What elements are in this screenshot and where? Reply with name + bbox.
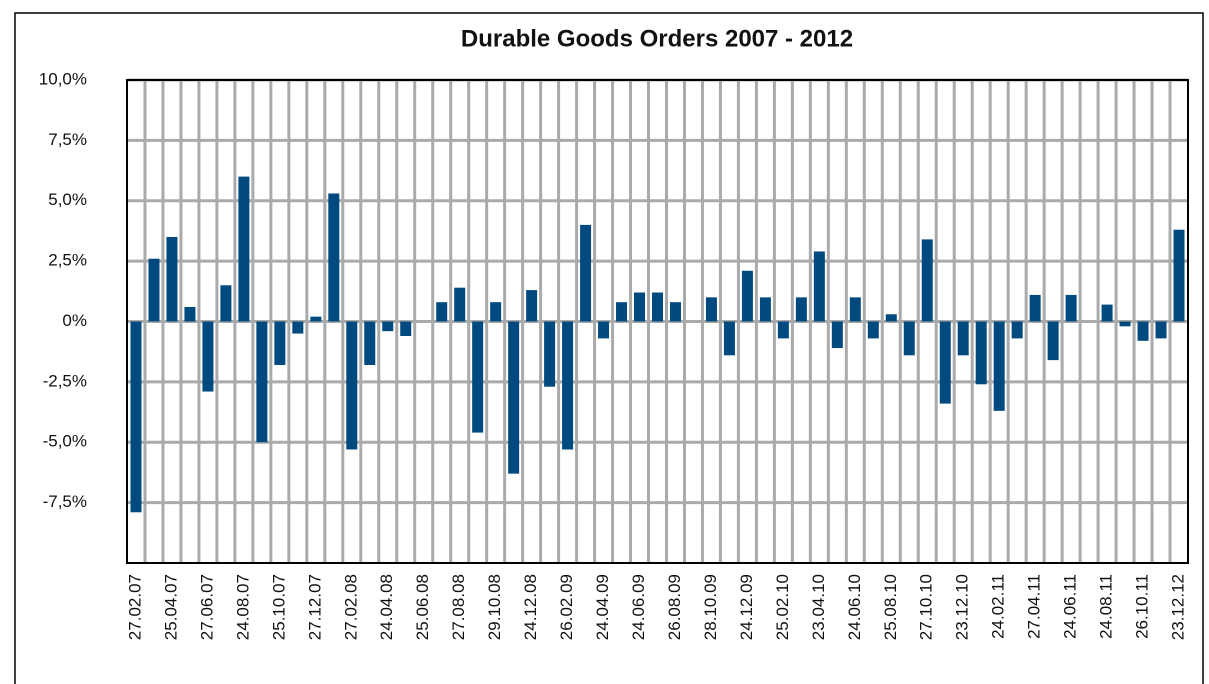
y-tick-label: 2,5% — [48, 251, 87, 270]
x-tick-label: 24.02.11 — [989, 574, 1008, 639]
bar — [472, 321, 484, 433]
x-tick-label: 27.02.08 — [341, 574, 360, 640]
bar — [346, 321, 358, 450]
y-tick-label: -5,0% — [43, 432, 87, 451]
bar — [616, 302, 628, 322]
bar — [1011, 321, 1023, 339]
x-tick-label: 24.12.08 — [521, 574, 540, 640]
x-tick-label: 24.04.09 — [593, 574, 612, 640]
bar — [1173, 229, 1185, 322]
x-tick-label: 25.08.10 — [881, 574, 900, 640]
x-tick-label: 27.10.10 — [917, 574, 936, 640]
x-tick-label: 24.06.09 — [629, 574, 648, 640]
bar — [957, 321, 969, 356]
bar — [292, 321, 304, 334]
bar — [867, 321, 879, 339]
x-tick-label: 29.10.08 — [485, 574, 504, 640]
bar — [508, 321, 520, 474]
bar — [1101, 304, 1113, 322]
bar — [1047, 321, 1059, 361]
bar — [580, 224, 592, 322]
bar — [310, 316, 322, 322]
bar — [598, 321, 610, 339]
x-tick-label: 25.02.10 — [773, 574, 792, 640]
x-tick-label: 23.12.10 — [953, 574, 972, 640]
bar — [705, 297, 717, 322]
x-tick-label: 27.02.07 — [125, 574, 144, 640]
bar — [562, 321, 574, 450]
bar — [148, 258, 160, 322]
bar — [1137, 321, 1149, 341]
bar — [634, 292, 646, 322]
x-tick-label: 23.04.10 — [809, 574, 828, 640]
x-tick-label: 24.06.11 — [1061, 574, 1080, 639]
bar — [526, 290, 538, 322]
bar — [993, 321, 1005, 411]
bar — [813, 251, 825, 322]
bar — [723, 321, 735, 356]
bar — [1029, 294, 1041, 322]
x-tick-label: 24.08.11 — [1097, 574, 1116, 639]
y-tick-label: 7,5% — [48, 130, 87, 149]
plot-border — [126, 79, 1189, 564]
bar — [669, 302, 681, 322]
bar — [849, 297, 861, 322]
x-tick-label: 27.04.11 — [1025, 574, 1044, 639]
bar — [831, 321, 843, 349]
frame — [14, 12, 1204, 684]
x-tick-label: 24.06.10 — [845, 574, 864, 640]
x-tick-label: 25.10.07 — [269, 574, 288, 640]
bar — [652, 292, 663, 322]
bar — [759, 297, 771, 322]
bar — [328, 193, 340, 322]
x-tick-label: 26.10.11 — [1133, 574, 1152, 639]
bar — [921, 239, 933, 322]
bar — [1155, 321, 1167, 339]
x-tick-label: 25.06.08 — [413, 574, 432, 640]
bar — [220, 285, 232, 322]
bar — [166, 236, 178, 322]
y-tick-label: -2,5% — [43, 371, 87, 390]
bar — [382, 321, 394, 332]
bar — [903, 321, 915, 356]
x-tick-label: 24.12.09 — [737, 574, 756, 640]
bar — [400, 321, 412, 336]
chart-title: Durable Goods Orders 2007 - 2012 — [461, 25, 853, 52]
bar — [741, 270, 753, 322]
x-tick-label: 27.08.08 — [449, 574, 468, 640]
bar — [202, 321, 214, 392]
bar — [490, 302, 502, 322]
bar — [130, 321, 142, 513]
y-tick-label: 10,0% — [39, 69, 87, 88]
bar — [939, 321, 951, 404]
x-tick-label: 24.08.07 — [233, 574, 252, 640]
bar — [544, 321, 556, 387]
x-tick-label: 27.12.07 — [305, 574, 324, 640]
bar — [184, 307, 196, 322]
y-tick-label: 0% — [62, 311, 87, 330]
bar — [274, 321, 286, 365]
x-tick-label: 25.04.07 — [161, 574, 180, 640]
x-tick-label: 24.04.08 — [377, 574, 396, 640]
bar — [454, 287, 466, 322]
y-tick-label: 5,0% — [48, 190, 87, 209]
bar — [885, 314, 897, 322]
bar — [777, 321, 789, 339]
x-tick-label: 28.10.09 — [701, 574, 720, 640]
bar — [795, 297, 807, 322]
bar — [1065, 294, 1077, 322]
x-tick-label: 23.12.12 — [1168, 574, 1187, 640]
bar — [436, 302, 448, 322]
x-tick-label: 26.08.09 — [665, 574, 684, 640]
bar — [975, 321, 987, 385]
bar — [256, 321, 268, 443]
x-tick-label: 26.02.09 — [557, 574, 576, 640]
x-tick-label: 27.06.07 — [197, 574, 216, 640]
y-tick-label: -7,5% — [43, 492, 87, 511]
bar — [1119, 321, 1131, 327]
bar — [364, 321, 376, 365]
bar — [238, 176, 250, 322]
